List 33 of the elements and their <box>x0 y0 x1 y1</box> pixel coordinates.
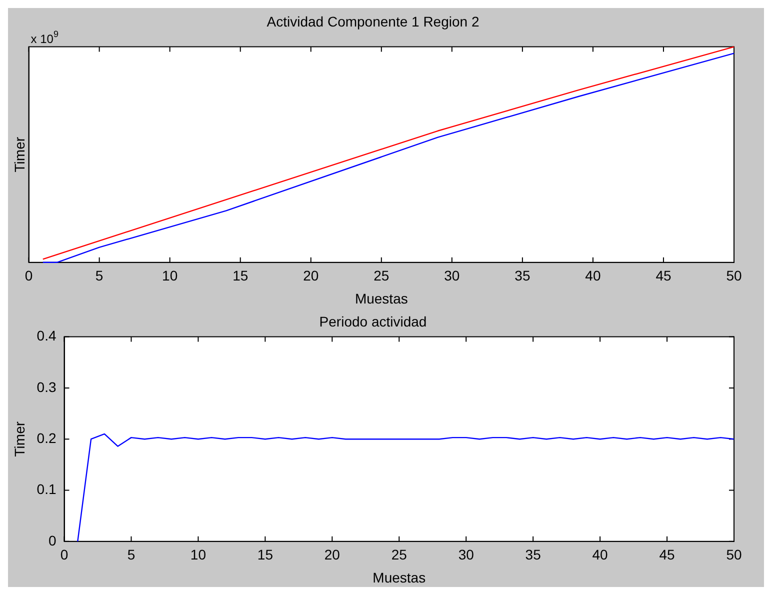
y-tick-label: 0.3 <box>36 378 56 395</box>
x-tick-label: 45 <box>656 268 672 284</box>
y-axis-title: Timer <box>11 136 28 172</box>
x-tick-label: 50 <box>726 268 742 284</box>
y-tick-label: 0.1 <box>36 481 56 498</box>
x-tick-label: 0 <box>60 546 68 563</box>
x-tick-label: 35 <box>525 546 542 563</box>
x-tick-label: 50 <box>726 546 742 563</box>
x-tick-label: 30 <box>444 268 460 284</box>
x-axis-title: Muestas <box>354 290 408 306</box>
x-tick-label: 30 <box>458 546 474 563</box>
x-tick-label: 15 <box>257 546 274 563</box>
y-tick-label: 0.2 <box>36 430 56 446</box>
chart-title: Actividad Componente 1 Region 2 <box>266 13 480 30</box>
x-tick-label: 25 <box>391 546 408 563</box>
x-tick-label: 25 <box>374 268 390 284</box>
x-tick-label: 10 <box>162 268 178 284</box>
x-tick-label: 10 <box>190 546 206 563</box>
x-axis-title: Muestas <box>372 569 426 586</box>
x-tick-label: 20 <box>303 268 319 284</box>
x-tick-label: 20 <box>324 546 340 563</box>
chart-title: Periodo actividad <box>319 313 427 330</box>
x-tick-label: 40 <box>592 546 608 563</box>
y-tick-label: 0.4 <box>36 328 56 344</box>
x-tick-label: 15 <box>232 268 248 284</box>
x-tick-label: 5 <box>127 546 136 563</box>
x-tick-label: 45 <box>659 546 676 563</box>
y-axis-title: Timer <box>11 421 28 457</box>
x-tick-label: 5 <box>95 268 104 284</box>
x-tick-label: 0 <box>24 268 33 284</box>
x-tick-label: 40 <box>585 268 601 284</box>
x-tick-label: 35 <box>514 268 530 284</box>
y-tick-label: 0 <box>48 532 56 548</box>
